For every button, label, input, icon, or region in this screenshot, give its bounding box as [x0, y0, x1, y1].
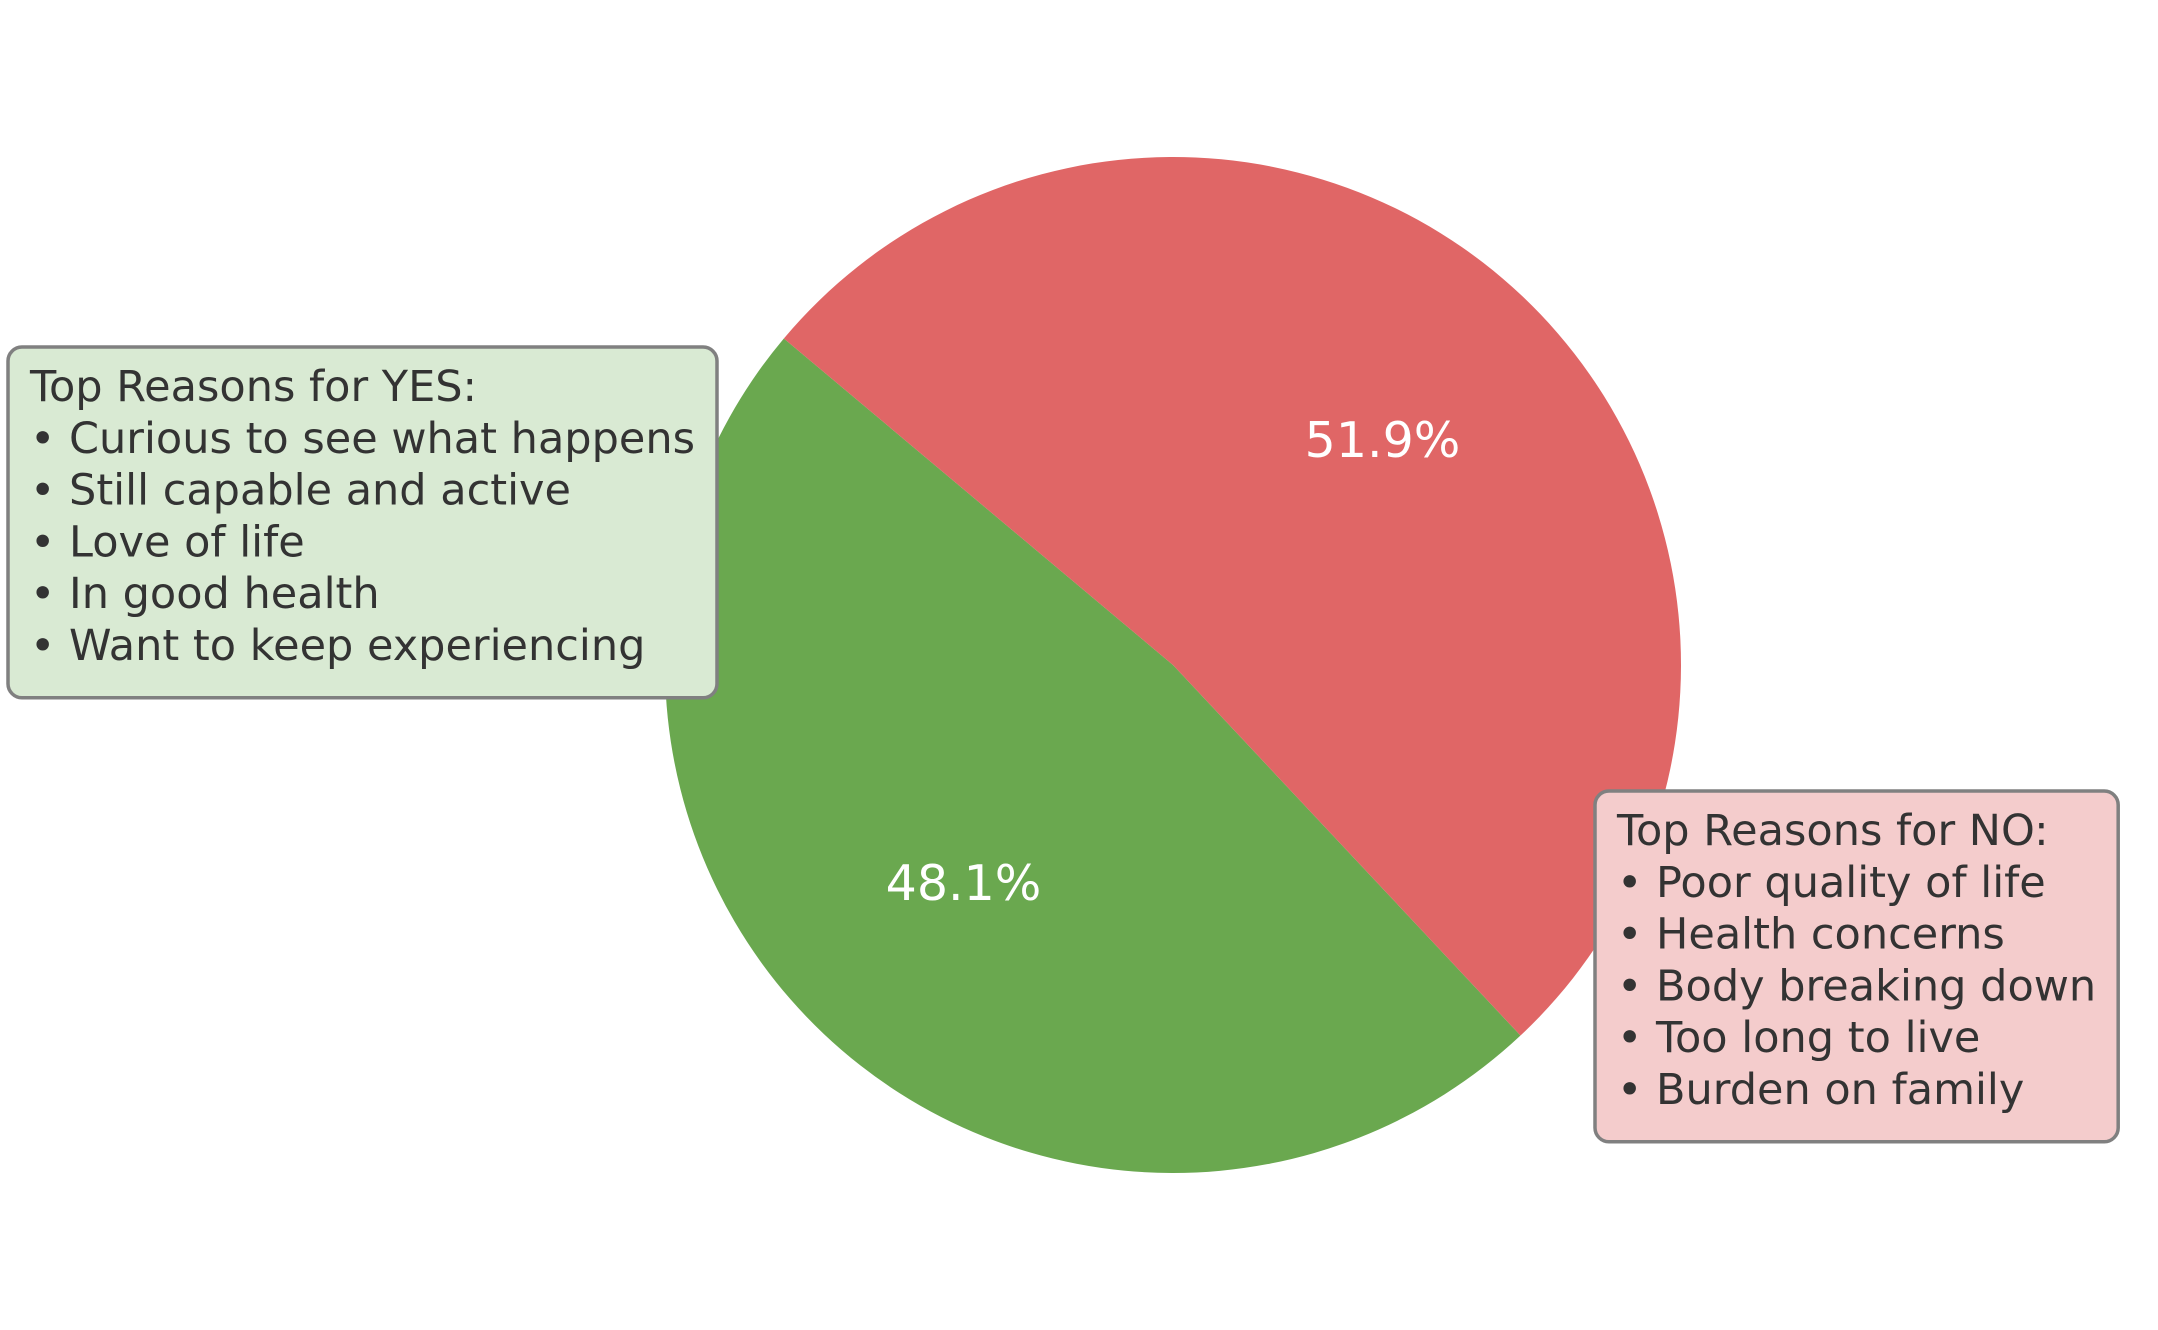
- pie-slice: [665, 338, 1521, 1174]
- annotation-box: Top Reasons for YES:• Curious to see wha…: [6, 345, 719, 700]
- slice-label: 48.1%: [886, 855, 1042, 912]
- annotation-line: • Love of life: [30, 517, 305, 567]
- annotation-line: • Health concerns: [1617, 910, 2005, 960]
- slice-label: 51.9%: [1305, 412, 1461, 469]
- annotation-line: • Burden on family: [1617, 1065, 2024, 1115]
- annotation-line: • Poor quality of life: [1617, 858, 2046, 908]
- annotation-line: Top Reasons for YES:: [29, 362, 477, 412]
- annotation-background: [1593, 789, 2120, 1144]
- pie-slice: [783, 157, 1681, 1036]
- annotation-line: • Still capable and active: [30, 466, 571, 516]
- annotation-line: • Too long to live: [1617, 1013, 1980, 1063]
- annotation-box: Top Reasons for NO:• Poor quality of lif…: [1593, 789, 2120, 1144]
- annotation-background: [6, 345, 719, 700]
- annotation-line: • Body breaking down: [1617, 961, 2096, 1011]
- annotation-line: • Want to keep experiencing: [30, 621, 645, 671]
- annotation-line: Top Reasons for NO:: [1616, 806, 2049, 856]
- annotation-line: • In good health: [30, 569, 380, 619]
- annotation-line: • Curious to see what happens: [30, 414, 695, 464]
